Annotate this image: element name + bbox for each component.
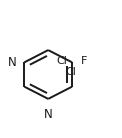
Text: N: N xyxy=(44,108,53,121)
Text: Cl: Cl xyxy=(56,56,67,66)
Text: N: N xyxy=(8,56,17,69)
Text: Cl: Cl xyxy=(65,67,76,77)
Text: F: F xyxy=(81,56,87,66)
